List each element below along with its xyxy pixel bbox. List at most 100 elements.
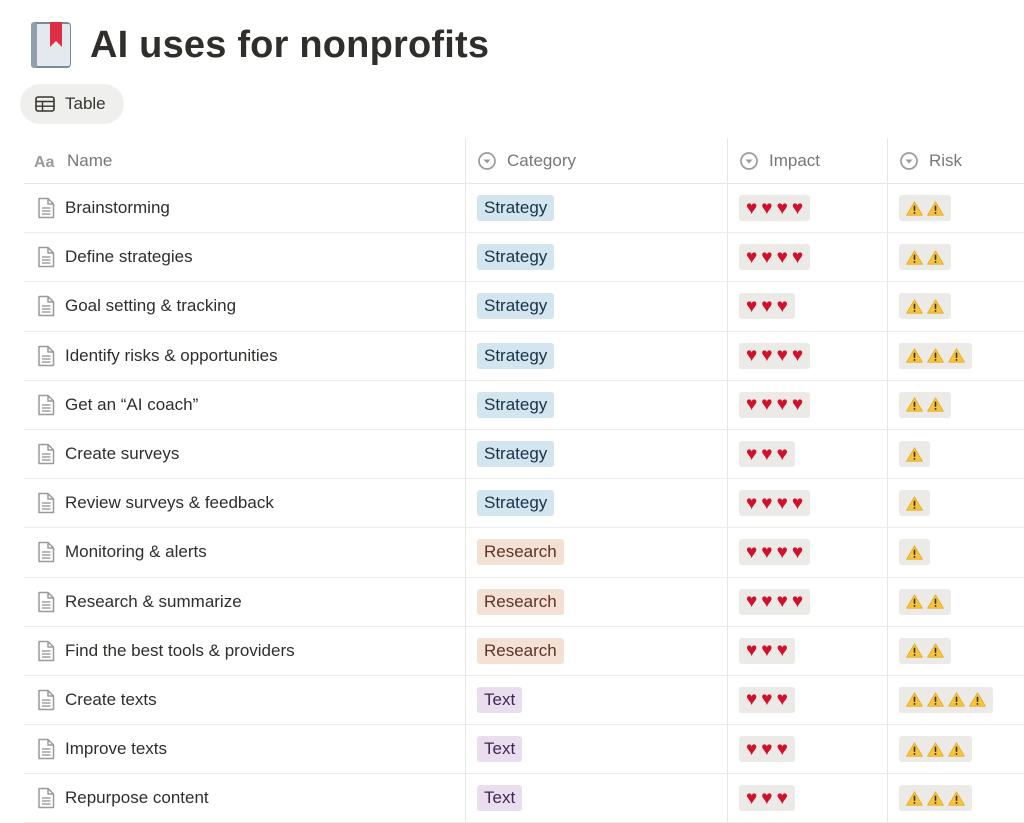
cell-impact[interactable]: ♥ ♥ ♥ <box>727 675 887 725</box>
cell-impact[interactable]: ♥ ♥ ♥ ♥ <box>727 331 887 380</box>
cell-risk[interactable] <box>887 184 1024 233</box>
cell-impact[interactable]: ♥ ♥ ♥ <box>727 626 887 675</box>
warning-icon <box>906 791 923 806</box>
cell-name[interactable]: Find the best tools & providers <box>24 627 465 675</box>
cell-category[interactable]: Text <box>465 774 727 823</box>
impact-rating: ♥ ♥ ♥ ♥ <box>739 588 811 615</box>
cell-category[interactable]: Research <box>465 577 727 626</box>
cell-impact[interactable]: ♥ ♥ ♥ ♥ <box>727 184 887 233</box>
category-tag: Strategy <box>477 195 555 222</box>
row-title[interactable]: Get an “AI coach” <box>65 394 199 414</box>
cell-name[interactable]: Monitoring & alerts <box>24 528 465 576</box>
table-row[interactable]: Review surveys & feedback Strategy ♥ ♥ ♥ ♥ <box>24 479 1024 529</box>
table-row[interactable]: Identify risks & opportunities Strategy ♥ ♥… <box>24 331 1024 381</box>
row-title[interactable]: Define strategies <box>65 247 193 267</box>
cell-impact[interactable]: ♥ ♥ ♥ ♥ <box>727 479 887 528</box>
table-row[interactable]: Monitoring & alerts Research ♥ ♥ ♥ ♥ <box>24 528 1024 578</box>
cell-name[interactable]: Identify risks & opportunities <box>24 332 465 380</box>
heart-icon: ♥ <box>776 197 788 219</box>
row-title[interactable]: Review surveys & feedback <box>65 493 274 513</box>
column-header-impact[interactable]: Impact <box>727 138 887 183</box>
cell-name[interactable]: Improve texts <box>24 725 465 773</box>
cell-category[interactable]: Research <box>465 528 727 577</box>
cell-risk[interactable] <box>887 233 1024 282</box>
cell-risk[interactable] <box>887 725 1024 774</box>
warning-icon <box>927 250 944 265</box>
cell-name[interactable]: Create surveys <box>24 430 465 478</box>
cell-impact[interactable]: ♥ ♥ ♥ <box>727 429 887 479</box>
cell-impact[interactable]: ♥ ♥ ♥ ♥ <box>727 528 887 577</box>
table-row[interactable]: Define strategies Strategy ♥ ♥ ♥ ♥ <box>24 233 1024 283</box>
cell-category[interactable]: Strategy <box>465 233 727 282</box>
tab-table-view[interactable]: Table <box>20 84 124 124</box>
cell-risk[interactable] <box>887 429 1024 479</box>
cell-category[interactable]: Text <box>465 725 727 774</box>
cell-impact[interactable]: ♥ ♥ ♥ <box>727 774 887 823</box>
cell-name[interactable]: Get an “AI coach” <box>24 381 465 429</box>
cell-category[interactable]: Strategy <box>465 380 727 429</box>
row-title[interactable]: Identify risks & opportunities <box>65 345 278 365</box>
table-row[interactable]: Get an “AI coach” Strategy ♥ ♥ ♥ ♥ <box>24 380 1024 430</box>
heart-icon: ♥ <box>761 591 773 613</box>
column-header-risk[interactable]: Risk <box>887 138 1024 183</box>
cell-risk[interactable] <box>887 675 1024 725</box>
row-title[interactable]: Brainstorming <box>65 198 170 218</box>
cell-impact[interactable]: ♥ ♥ ♥ ♥ <box>727 380 887 429</box>
cell-risk[interactable] <box>887 282 1024 331</box>
column-header-name[interactable]: Aa Name <box>24 138 465 183</box>
category-tag: Research <box>477 539 564 566</box>
cell-impact[interactable]: ♥ ♥ ♥ <box>727 282 887 331</box>
cell-impact[interactable]: ♥ ♥ ♥ <box>727 725 887 774</box>
cell-category[interactable]: Strategy <box>465 282 727 331</box>
row-title[interactable]: Find the best tools & providers <box>65 640 295 660</box>
cell-impact[interactable]: ♥ ♥ ♥ ♥ <box>727 233 887 282</box>
table-row[interactable]: Create surveys Strategy ♥ ♥ ♥ <box>24 429 1024 480</box>
warning-icon <box>906 200 923 216</box>
table-row[interactable]: Research & summarize Research ♥ ♥ ♥ ♥ <box>24 577 1024 627</box>
table-row[interactable]: Brainstorming Strategy ♥ ♥ ♥ ♥ <box>24 184 1024 234</box>
select-property-icon <box>477 151 497 171</box>
table-row[interactable]: Improve texts Text ♥ ♥ ♥ <box>24 725 1024 775</box>
row-title[interactable]: Improve texts <box>65 739 168 759</box>
heart-icon: ♥ <box>776 541 788 563</box>
cell-category[interactable]: Strategy <box>465 331 727 380</box>
warning-icon <box>906 397 923 412</box>
table-row[interactable]: Find the best tools & providers Research ♥… <box>24 626 1024 676</box>
cell-risk[interactable] <box>887 774 1024 823</box>
risk-rating <box>899 637 951 664</box>
cell-name[interactable]: Research & summarize <box>24 578 465 626</box>
row-title[interactable]: Create texts <box>65 689 157 709</box>
cell-name[interactable]: Repurpose content <box>24 774 465 822</box>
cell-name[interactable]: Define strategies <box>24 233 465 281</box>
cell-risk[interactable] <box>887 528 1024 577</box>
cell-risk[interactable] <box>887 380 1024 429</box>
table-row[interactable]: Create texts Text ♥ ♥ ♥ <box>24 675 1024 726</box>
cell-name[interactable]: Brainstorming <box>24 184 465 232</box>
cell-category[interactable]: Strategy <box>465 479 727 528</box>
row-title[interactable]: Monitoring & alerts <box>65 542 207 562</box>
warning-icon <box>906 692 923 708</box>
table-row[interactable]: Goal setting & tracking Strategy ♥ ♥ ♥ <box>24 282 1024 332</box>
row-title[interactable]: Repurpose content <box>65 788 209 808</box>
cell-name[interactable]: Create texts <box>24 676 465 724</box>
cell-impact[interactable]: ♥ ♥ ♥ ♥ <box>727 577 887 626</box>
heart-icon: ♥ <box>776 246 788 268</box>
row-title[interactable]: Create surveys <box>65 444 180 464</box>
cell-category[interactable]: Text <box>465 675 727 725</box>
table-row[interactable]: Repurpose content Text ♥ ♥ ♥ <box>24 774 1024 823</box>
cell-risk[interactable] <box>887 479 1024 528</box>
cell-category[interactable]: Research <box>465 626 727 675</box>
impact-rating: ♥ ♥ ♥ ♥ <box>739 391 811 418</box>
cell-name[interactable]: Review surveys & feedback <box>24 479 465 527</box>
cell-risk[interactable] <box>887 331 1024 380</box>
cell-risk[interactable] <box>887 626 1024 675</box>
heart-icon: ♥ <box>761 246 773 268</box>
row-title[interactable]: Goal setting & tracking <box>65 296 237 316</box>
row-title[interactable]: Research & summarize <box>65 591 242 611</box>
cell-risk[interactable] <box>887 577 1024 626</box>
cell-category[interactable]: Strategy <box>465 184 727 233</box>
cell-category[interactable]: Strategy <box>465 429 727 479</box>
cell-name[interactable]: Goal setting & tracking <box>24 282 465 330</box>
risk-rating <box>899 441 930 468</box>
column-header-category[interactable]: Category <box>465 138 727 183</box>
